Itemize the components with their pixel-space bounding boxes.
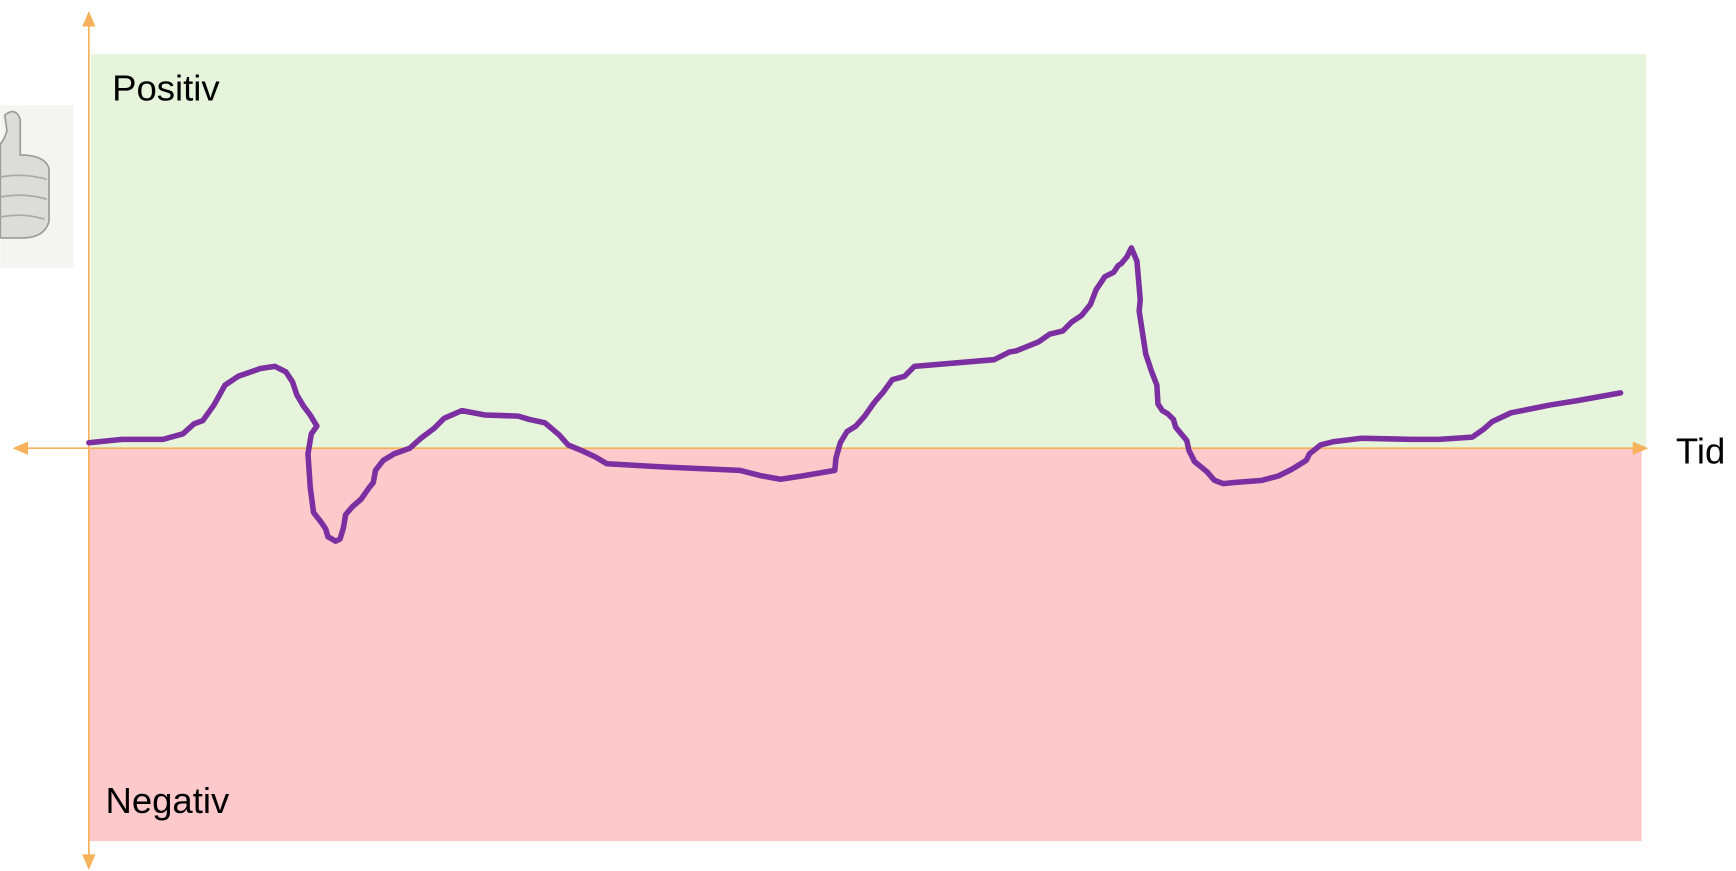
axis-arrow-up [82,11,95,26]
negative-label: Negativ [105,780,230,821]
diagram: Positiv Negativ Tid [0,0,1736,871]
axis-arrow-left [12,442,27,455]
negative-zone [89,448,1642,841]
time-axis-label: Tid [1676,430,1725,471]
page: Positiv Negativ Tid (() => { const data … [0,0,1736,871]
axis-arrow-down [82,854,95,869]
positive-zone [91,54,1646,448]
positive-label: Positiv [112,67,220,108]
thumbs-up-icon [0,105,73,268]
